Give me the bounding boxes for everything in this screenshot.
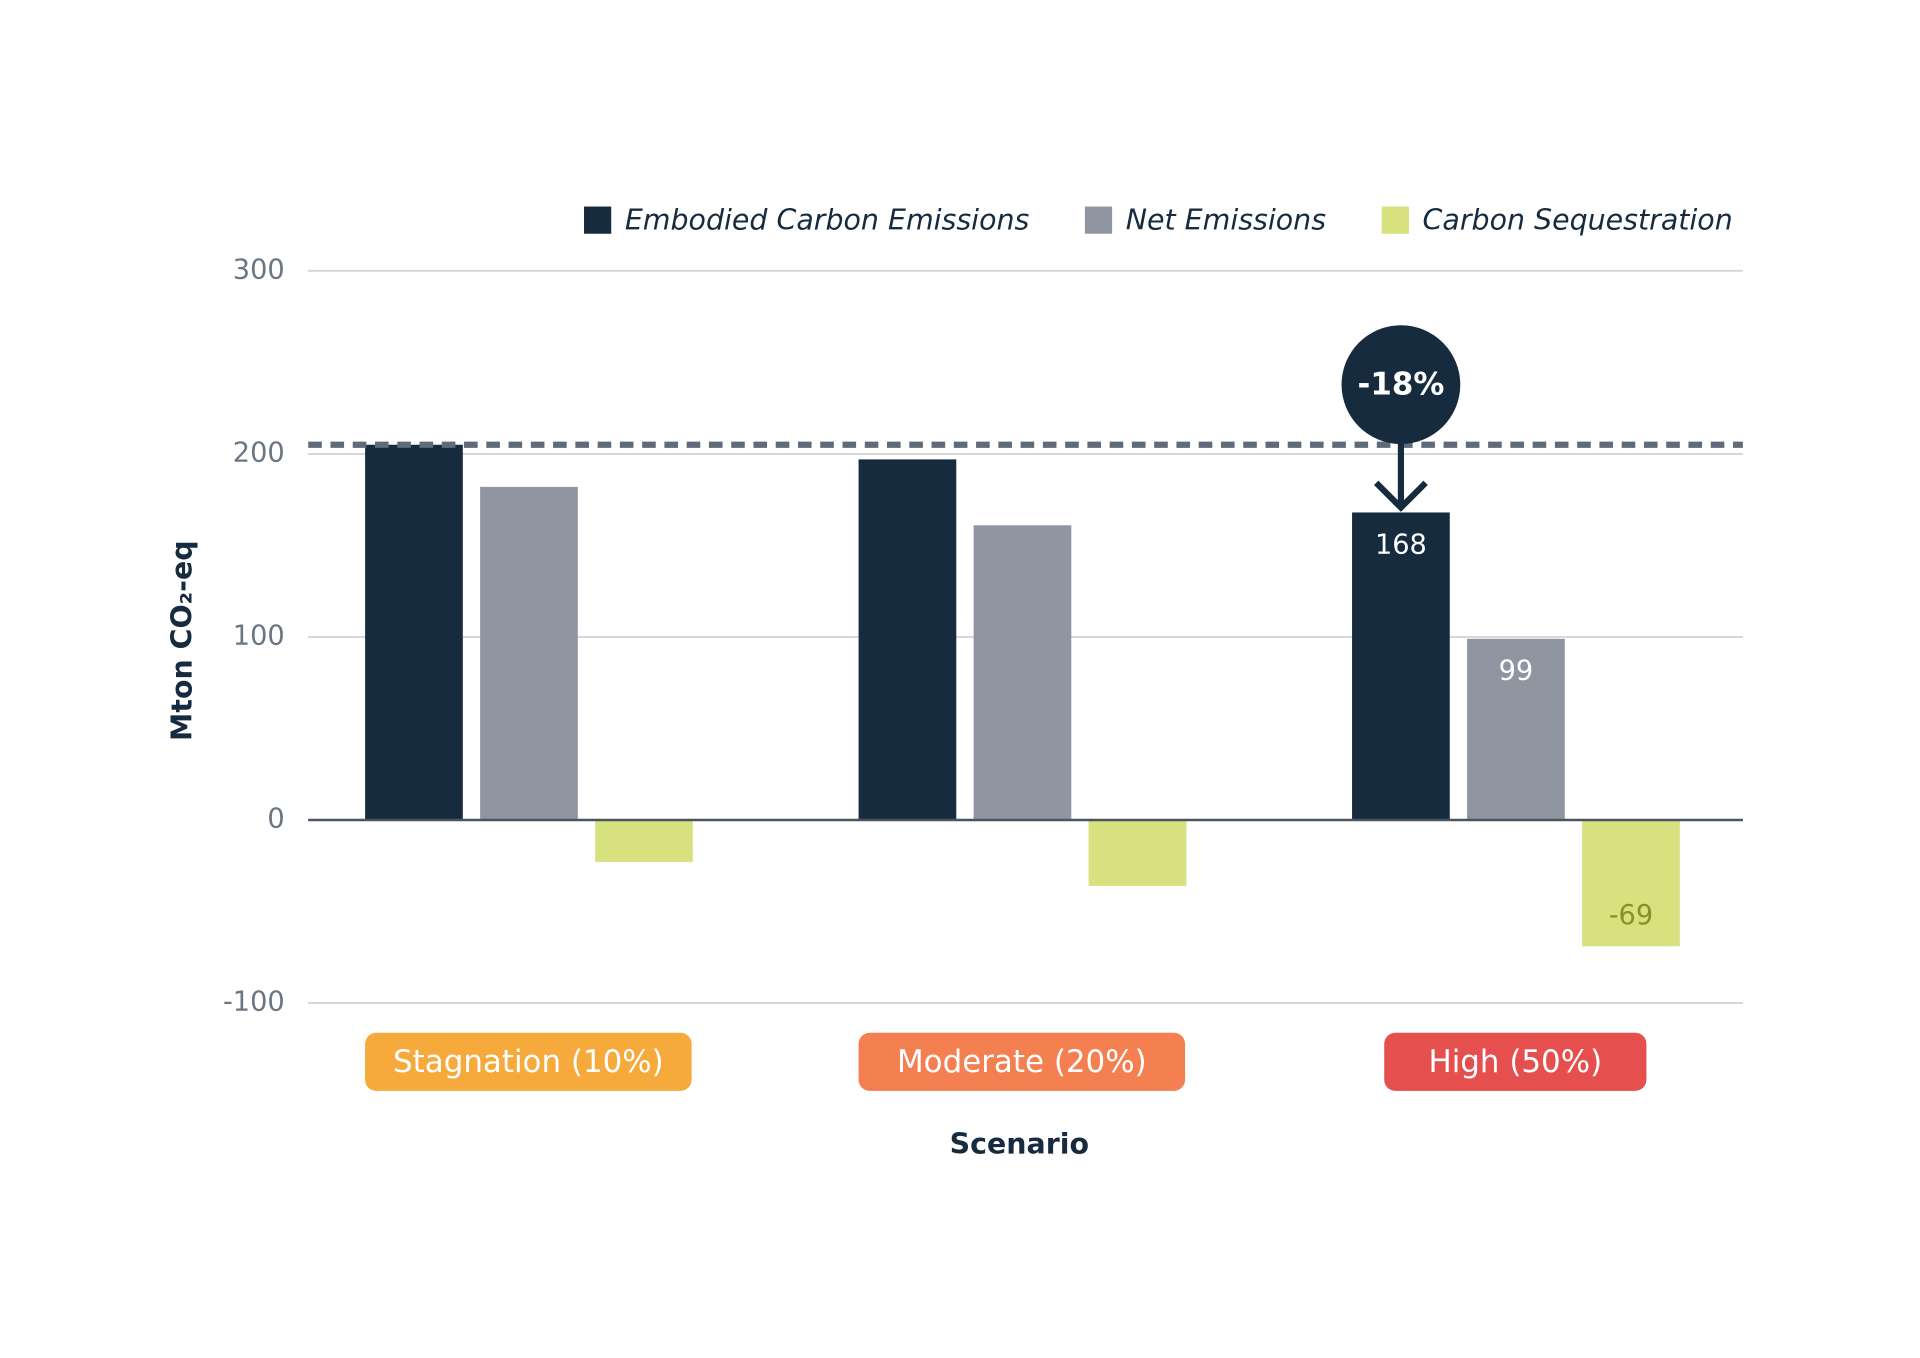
category-pill: Stagnation (10%) <box>365 1032 692 1091</box>
y-tick-label: 300 <box>233 254 285 285</box>
legend-label: Carbon Sequestration <box>1423 203 1733 236</box>
bar <box>1088 819 1187 886</box>
x-axis-label: Scenario <box>950 1127 1089 1160</box>
bar <box>480 486 578 820</box>
annotation-label: -18% <box>1358 366 1445 402</box>
x-tick-label: Stagnation (10%) <box>393 1044 664 1080</box>
y-tick-label: -100 <box>223 987 285 1018</box>
legend-label: Net Emissions <box>1126 203 1326 236</box>
legend-swatch <box>584 206 612 234</box>
legend-swatch <box>1084 206 1113 234</box>
pill-bg <box>1384 1032 1647 1091</box>
y-tick-label: 100 <box>233 620 285 651</box>
bar <box>1582 819 1680 947</box>
pill-bg <box>365 1032 692 1091</box>
bar <box>595 819 693 863</box>
bar <box>858 459 957 820</box>
annotation-circle <box>1341 325 1461 445</box>
data-label: 99 <box>1499 656 1534 687</box>
y-tick-label: 0 <box>267 803 284 834</box>
legend-swatch <box>1381 206 1409 234</box>
x-tick-label: Moderate (20%) <box>897 1044 1147 1080</box>
data-label: 168 <box>1375 529 1427 560</box>
bar <box>1467 638 1565 820</box>
category-pill: Moderate (20%) <box>858 1032 1186 1091</box>
legend-label: Embodied Carbon Emissions <box>625 203 1030 236</box>
bar <box>973 525 1072 820</box>
x-tick-label: High (50%) <box>1428 1044 1602 1080</box>
y-tick-label: 200 <box>233 437 285 468</box>
y-axis-label: Mton CO₂-eq <box>165 540 198 741</box>
data-label: -69 <box>1609 900 1653 931</box>
pill-bg <box>858 1032 1186 1091</box>
annotation-arrowhead <box>1373 480 1428 512</box>
category-pill: High (50%) <box>1384 1032 1647 1091</box>
bar <box>365 444 463 820</box>
bar <box>1352 512 1450 820</box>
